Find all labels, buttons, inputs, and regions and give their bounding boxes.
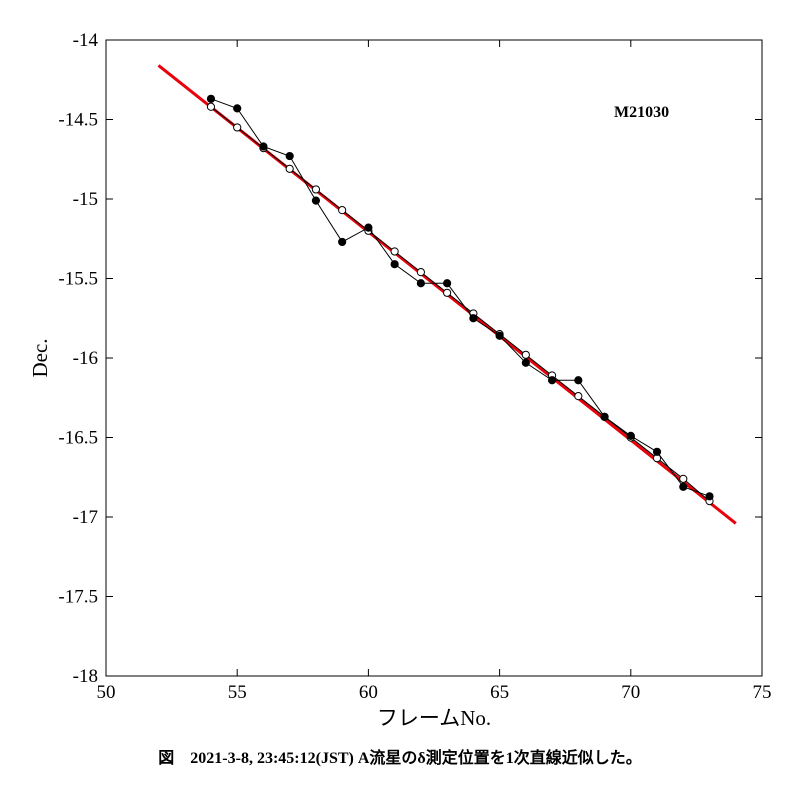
x-tick-label: 55 [228, 682, 247, 703]
series-line [210, 106, 710, 502]
y-tick-labels: -14 -14.5 -15 -15.5 -16 -16.5 -17 -17.5 -18 [58, 30, 98, 687]
series-layer [157, 64, 737, 525]
x-tick-label: 50 [97, 682, 116, 703]
y-axis-title: Dec. [28, 338, 52, 377]
series-measured [206, 94, 714, 501]
data-point-filled [285, 151, 294, 161]
plot-frame [105, 39, 763, 677]
data-point-filled [206, 94, 216, 103]
data-point-filled [233, 104, 242, 113]
y-tick-label: -17 [73, 507, 98, 528]
data-point-filled [652, 447, 662, 456]
data-point-filled [390, 260, 399, 269]
figure-caption: 図 2021-3-8, 23:45:12(JST) A流星のδ測定位置を1次直線… [158, 750, 642, 767]
axis-ticks [105, 39, 763, 677]
data-point-filled [600, 412, 609, 421]
x-tick-label: 75 [753, 682, 772, 703]
chart-annotation: M21030 [614, 104, 669, 121]
data-point-filled [705, 492, 714, 501]
y-tick-label: -16.5 [58, 428, 98, 449]
data-point-filled [547, 376, 557, 385]
data-point-filled [495, 331, 504, 340]
x-tick-label: 65 [490, 682, 509, 703]
data-point-filled [443, 279, 452, 288]
data-point-open [285, 164, 294, 173]
data-point-filled [259, 142, 268, 151]
data-point-open [206, 102, 216, 111]
y-tick-label: -16 [73, 348, 98, 369]
y-tick-label: -14.5 [58, 110, 98, 131]
data-point-open [390, 247, 399, 256]
y-tick-label: -15 [73, 189, 98, 210]
data-point-filled [521, 358, 530, 367]
data-point-open [416, 268, 425, 277]
data-point-open [233, 123, 242, 132]
data-point-open [679, 474, 688, 483]
data-point-open [443, 288, 452, 297]
y-tick-label: -15.5 [58, 269, 98, 290]
y-tick-label: -14 [73, 30, 99, 51]
data-point-open [521, 350, 530, 359]
data-point-filled [338, 237, 347, 247]
x-tick-label: 60 [359, 682, 378, 703]
data-point-filled [469, 314, 478, 323]
data-point-filled [574, 376, 583, 385]
data-point-filled [416, 279, 425, 288]
data-point-open [311, 185, 321, 194]
data-point-open [338, 206, 347, 215]
data-point-open [574, 392, 583, 401]
data-point-filled [626, 431, 635, 441]
x-tick-labels: 50 55 60 65 70 75 [97, 682, 772, 703]
data-point-filled [679, 482, 688, 491]
data-point-filled [311, 196, 321, 205]
x-tick-label: 70 [621, 682, 640, 703]
data-point-filled [364, 223, 373, 232]
x-axis-title: フレームNo. [377, 706, 491, 730]
chart: 50 55 60 65 70 75 -14 -14.5 -15 -15.5 -16 -16.5 -17… [28, 30, 772, 730]
y-tick-label: -17.5 [58, 587, 98, 608]
series-line [210, 98, 710, 497]
y-tick-label: -18 [73, 666, 98, 687]
